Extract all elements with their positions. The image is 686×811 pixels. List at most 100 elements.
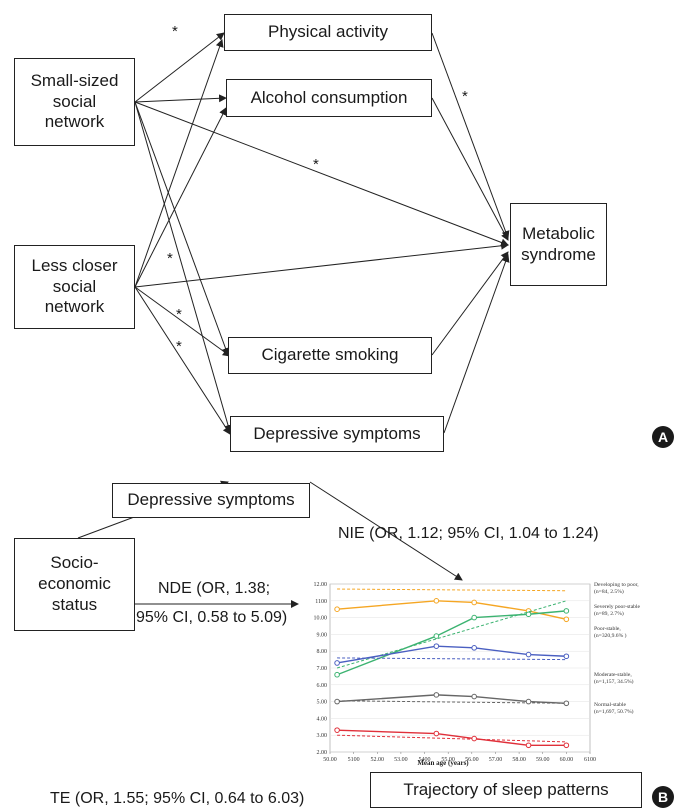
arrow-less-to-metabolic: [134, 241, 509, 288]
data-point: [525, 698, 532, 705]
arrow-alcohol-to-metabolic: [431, 97, 509, 241]
significance-star: *: [176, 306, 182, 323]
series-trend-line: [337, 734, 567, 743]
x-tick-label: 60.00: [560, 757, 574, 763]
sleep-trajectory-chart: 2.00 3.00 4.00 5.00 6.00 7.00 8.00 9.00 10.00 110…: [314, 582, 641, 767]
data-point: [563, 608, 570, 614]
arrow-physical-to-metabolic: [431, 32, 510, 239]
alcohol-consumption-box: Alcohol consumption: [226, 79, 432, 117]
y-tick-labels: 2.00 3.00 4.00 5.00 6.00 7.00 8.00 9.00 10.00 110…: [314, 582, 328, 756]
x-tick-label: 50.00: [323, 757, 337, 763]
data-point: [563, 653, 570, 660]
y-tick-label: 3.00: [317, 733, 328, 739]
arrow-less-to-physical: [134, 39, 224, 288]
y-tick-label: 1100: [315, 599, 327, 605]
x-tick-label: 5100: [348, 757, 360, 763]
legend-entry: Developing to poor, (n=84, 2.5%): [594, 582, 639, 595]
data-point: [433, 598, 440, 604]
y-tick-label: 12.00: [314, 582, 328, 588]
chart-grid: [329, 583, 591, 754]
arrow-less-to-alcohol: [134, 107, 227, 288]
legend-entry: Moderate-stable, (n=1,157, 34.5%): [594, 672, 634, 685]
nde-label-line1: NDE (OR, 1.38;: [158, 580, 271, 597]
arrow-small-to-depressive: [134, 101, 232, 433]
y-tick-label: 9.00: [317, 632, 328, 638]
x-tick-label: 6100: [584, 757, 596, 763]
x-tick-label: 52.00: [371, 757, 385, 763]
significance-star: *: [167, 250, 173, 267]
data-point: [563, 742, 570, 749]
data-point: [525, 611, 532, 618]
series-trend-line: [337, 657, 567, 661]
chart-series: [334, 588, 570, 749]
data-point: [334, 660, 340, 666]
data-point: [334, 727, 340, 733]
arrow-small-to-physical: [134, 32, 225, 103]
y-tick-label: 10.00: [314, 616, 328, 622]
depressive-symptoms-box-b: Depressive symptoms: [112, 483, 310, 518]
y-tick-label: 5.00: [317, 700, 328, 706]
data-point: [334, 671, 340, 678]
arrow-small-to-alcohol: [134, 94, 227, 103]
data-point: [471, 693, 477, 700]
data-point: [525, 742, 532, 749]
nie-label: NIE (OR, 1.12; 95% CI, 1.04 to 1.24): [338, 525, 599, 542]
small-sized-social-network-box: Small-sized social network: [14, 58, 135, 146]
x-tick-labels: 50.00 5100 52.00 53.00 5400 55.00 56.00 57.00 58…: [323, 757, 596, 763]
y-tick-label: 7.00: [317, 666, 328, 672]
y-tick-label: 8.00: [317, 649, 328, 655]
y-tick-label: 2.00: [317, 750, 328, 756]
x-tick-label: 53.00: [394, 757, 408, 763]
data-point: [471, 645, 477, 651]
data-point: [433, 730, 440, 737]
arrow-small-to-metabolic: [134, 101, 509, 247]
te-label: TE (OR, 1.55; 95% CI, 0.64 to 6.03): [50, 790, 305, 807]
data-point: [471, 614, 477, 621]
significance-star: *: [172, 23, 178, 40]
x-axis-label: Mean age (years): [417, 759, 469, 767]
x-tick-label: 55.00: [441, 757, 455, 763]
panel-a-badge: A: [652, 426, 674, 448]
data-point: [471, 735, 477, 742]
x-tick-label: 57.00: [489, 757, 503, 763]
arrow-depressive-to-trajectory: [309, 481, 463, 581]
y-tick-label: 4.00: [317, 716, 328, 722]
series-trend-line: [337, 588, 567, 592]
data-point: [433, 643, 440, 649]
less-closer-social-network-box: Less closer social network: [14, 245, 135, 329]
x-tick-label: 56.00: [465, 757, 479, 763]
data-point: [563, 700, 570, 707]
data-point: [334, 606, 340, 613]
arrow-small-to-cigarette: [134, 101, 230, 356]
metabolic-syndrome-box: Metabolic syndrome: [510, 203, 607, 286]
cigarette-smoking-box: Cigarette smoking: [228, 337, 432, 374]
significance-star: *: [176, 338, 182, 355]
socio-economic-status-box: Socio- economic status: [14, 538, 135, 631]
legend-entry: Poor-stable, (n=320,9.6% ): [594, 626, 627, 639]
arrow-cigarette-to-metabolic: [431, 251, 509, 356]
legend-entry: Normal-stable (n=1,697, 50.7%): [594, 702, 634, 715]
chart-legend: Developing to poor, (n=84, 2.5%) Severely …: [594, 582, 641, 715]
x-tick-label: 59.00: [536, 757, 550, 763]
trajectory-of-sleep-patterns-box: Trajectory of sleep patterns: [370, 772, 642, 808]
data-point: [471, 599, 477, 606]
significance-star: *: [313, 156, 319, 173]
data-point: [525, 651, 532, 658]
arrow-depressive-to-metabolic: [443, 254, 510, 434]
y-tick-label: 6.00: [317, 683, 328, 689]
depressive-symptoms-box: Depressive symptoms: [230, 416, 444, 452]
data-point: [433, 633, 440, 639]
x-tick-label: 5400: [419, 757, 431, 763]
arrow-less-to-depressive: [134, 286, 231, 435]
data-point: [334, 698, 340, 705]
physical-activity-box: Physical activity: [224, 14, 432, 51]
significance-star: *: [462, 88, 468, 105]
legend-entry: Severely poor-stable (n=89, 2.7%): [594, 604, 641, 617]
panel-b-badge: B: [652, 786, 674, 808]
data-point: [433, 692, 440, 698]
x-tick-label: 58.00: [512, 757, 526, 763]
arrow-less-to-cigarette: [134, 286, 231, 357]
nde-label-line2: 95% CI, 0.58 to 5.09): [136, 609, 288, 626]
data-point: [563, 616, 570, 623]
